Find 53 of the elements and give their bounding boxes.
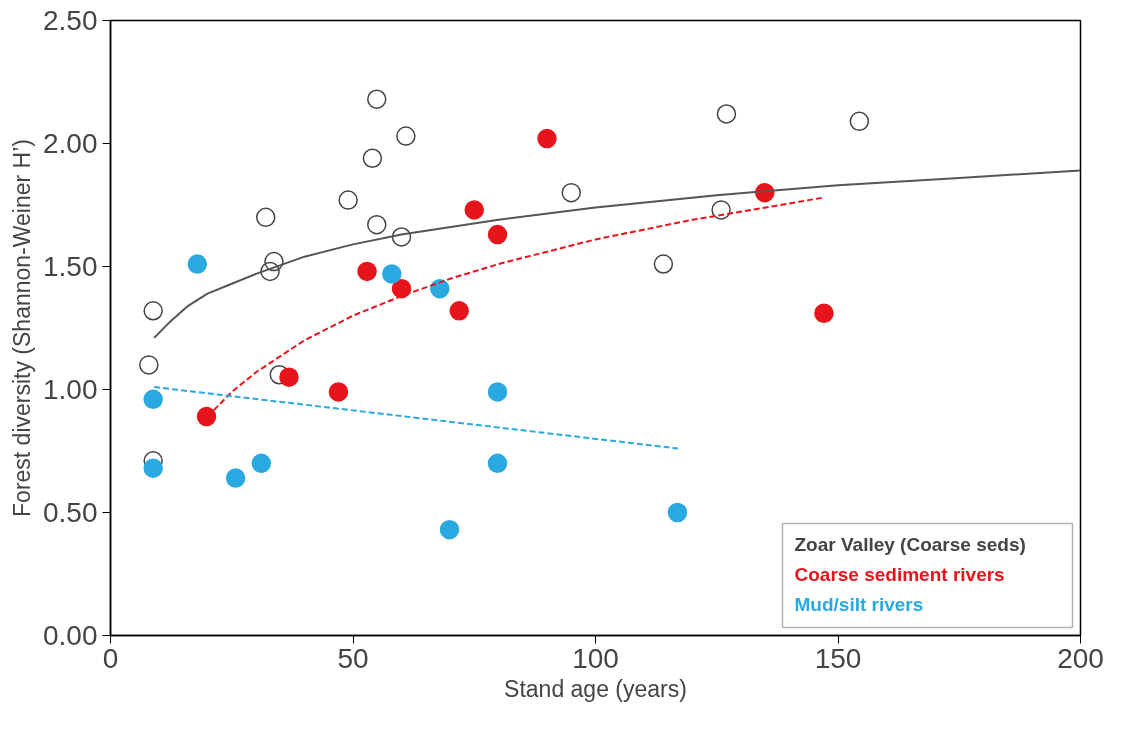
point: [367, 89, 387, 109]
point: [537, 128, 557, 149]
y-axis-title: Forest diversity (Shannon-Weiner H’): [9, 139, 35, 517]
point: [430, 278, 450, 299]
y-tick-label: 1.50: [43, 251, 98, 282]
text: Mud/silt rivers: [794, 593, 924, 615]
point: [251, 453, 272, 474]
y-tick-label: 0.00: [43, 620, 98, 651]
x-axis-title: Stand age (years): [504, 675, 687, 702]
text: Coarse sediment rivers: [794, 563, 1005, 585]
y-tick-label: 0.50: [43, 497, 98, 528]
point: [225, 468, 246, 488]
y-tick-label: 2.50: [43, 5, 98, 36]
x-tick-label: 150: [814, 642, 862, 674]
point: [561, 182, 581, 203]
point: [187, 254, 208, 274]
point: [487, 453, 508, 474]
point: [653, 254, 674, 274]
point: [711, 200, 731, 220]
point: [255, 207, 276, 228]
point: [139, 355, 159, 375]
x-tick-label: 0: [102, 642, 119, 674]
point: [338, 190, 358, 210]
point: [439, 519, 460, 540]
point: [367, 214, 387, 235]
point: [143, 301, 163, 321]
point: [487, 382, 508, 402]
point: [279, 367, 299, 387]
point: [264, 251, 284, 272]
line-series: [153, 169, 1081, 339]
point: [328, 382, 349, 402]
point: [849, 111, 870, 132]
point: [382, 264, 402, 284]
text: Zoar Valley (Coarse seds): [794, 533, 1026, 555]
point: [449, 301, 469, 321]
point: [464, 200, 484, 220]
point: [391, 227, 412, 247]
point: [396, 126, 416, 146]
point: [667, 502, 688, 523]
point: [357, 261, 377, 282]
point: [196, 406, 217, 427]
x-tick-label: 50: [337, 642, 369, 674]
x-tick-label: 200: [1057, 642, 1104, 674]
y-tick-label: 1.00: [43, 374, 98, 405]
point: [487, 224, 508, 245]
point: [814, 303, 834, 323]
x-tick-label: 100: [572, 642, 619, 674]
point: [143, 389, 163, 410]
point: [716, 104, 737, 124]
point: [143, 458, 163, 478]
point: [260, 261, 280, 282]
point: [362, 148, 383, 168]
y-tick-label: 2.00: [43, 128, 98, 159]
